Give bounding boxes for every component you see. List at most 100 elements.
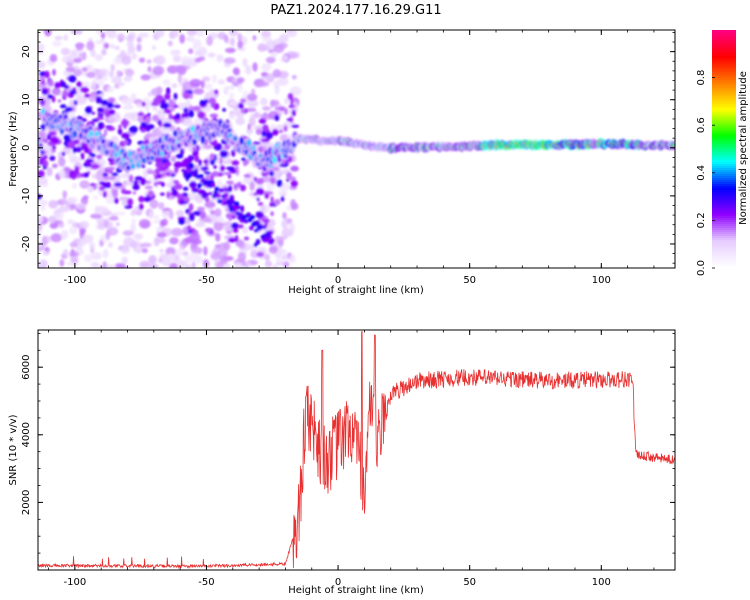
heatmap-cell — [67, 141, 76, 149]
heatmap-cell — [136, 36, 142, 43]
heatmap-cell — [193, 170, 199, 175]
colorbar-tick-label: 0.8 — [696, 70, 707, 86]
heatmap-cell — [130, 93, 137, 102]
heatmap-cell — [61, 151, 66, 157]
heatmap-cell — [54, 35, 63, 41]
heatmap-cell — [192, 38, 202, 48]
heatmap-cell — [226, 199, 232, 204]
heatmap-cell — [176, 143, 182, 149]
heatmap-cell — [170, 50, 179, 57]
heatmap-cell — [175, 209, 185, 217]
heatmap-cell — [40, 150, 45, 155]
heatmap-cell — [72, 130, 78, 138]
heatmap-cell — [98, 181, 106, 186]
heatmap-cell — [276, 249, 288, 254]
heatmap-cell — [198, 174, 204, 179]
heatmap-cell — [217, 79, 226, 85]
heatmap-cell — [83, 172, 89, 178]
colorbar-step — [712, 210, 736, 213]
heatmap-cell — [101, 49, 107, 56]
heatmap-cell — [87, 185, 94, 193]
colorbar-step — [712, 194, 736, 197]
heatmap-cell — [88, 95, 96, 103]
heatmap-cell — [183, 91, 191, 100]
heatmap-cell — [259, 204, 270, 214]
heatmap-cell — [59, 259, 65, 267]
heatmap-cell — [291, 109, 296, 117]
heatmap-cell — [105, 231, 111, 240]
heatmap-cell — [270, 51, 278, 59]
heatmap-cell — [129, 125, 138, 134]
heatmap-cell — [225, 213, 232, 219]
heatmap-cell — [275, 124, 286, 130]
heatmap-cell — [173, 183, 183, 190]
heatmap-cell — [253, 242, 258, 248]
heatmap-cell — [140, 74, 151, 81]
heatmap-cell — [121, 132, 130, 139]
colorbar-step — [712, 72, 736, 75]
heatmap-cell — [113, 57, 123, 65]
colorbar-tick-labels: 0.0 0.2 0.4 0.6 0.8 — [696, 70, 715, 276]
heatmap-cell — [213, 165, 218, 169]
heatmap-cell — [68, 74, 77, 83]
heatmap-cell — [213, 190, 219, 195]
y-tick-label: -20 — [21, 236, 32, 252]
colorbar-step — [712, 108, 736, 111]
heatmap-cell — [199, 99, 207, 105]
heatmap-cell — [86, 161, 91, 165]
heatmap-cell — [96, 30, 101, 36]
heatmap-cell — [242, 57, 248, 67]
heatmap-cell — [217, 179, 222, 188]
heatmap-cell — [38, 170, 45, 178]
heatmap-cell — [198, 56, 206, 62]
heatmap-cell — [209, 113, 219, 118]
heatmap-cell — [143, 196, 152, 203]
heatmap-cell — [88, 242, 96, 248]
colorbar-step — [712, 240, 736, 243]
heatmap-cell — [111, 172, 119, 177]
heatmap-cell — [219, 165, 225, 172]
heatmap-cell — [237, 224, 244, 229]
heatmap-cell — [176, 64, 187, 74]
y-tick-label: 0 — [21, 145, 32, 151]
colorbar-step — [712, 64, 736, 67]
heatmap-cell — [126, 34, 135, 43]
heatmap-cell — [126, 41, 134, 48]
colorbar-step — [712, 36, 736, 39]
snr-y-tick-labels: 2000 4000 6000 — [21, 354, 32, 515]
heatmap-cell — [47, 94, 54, 99]
heatmap-cell — [94, 54, 104, 61]
heatmap-cell — [38, 179, 45, 188]
heatmap-cell — [223, 86, 229, 95]
colorbar-step — [712, 168, 736, 171]
heatmap-cell — [238, 212, 244, 217]
colorbar-step — [712, 116, 736, 119]
heatmap-cell — [91, 80, 96, 89]
heatmap-cell — [283, 55, 288, 61]
heatmap-cell — [72, 182, 77, 189]
heatmap-cell — [155, 168, 161, 174]
heatmap-cell — [208, 97, 217, 105]
x-tick-label: 100 — [592, 275, 611, 286]
heatmap-cell — [259, 97, 268, 106]
heatmap-cell — [282, 191, 287, 197]
colorbar-step — [712, 224, 736, 227]
heatmap-cell — [223, 57, 236, 64]
heatmap-cell — [155, 161, 165, 169]
colorbar-step — [712, 140, 736, 143]
heatmap-cell — [43, 138, 48, 144]
colorbar-step — [712, 196, 736, 199]
colorbar-step — [712, 120, 736, 123]
colorbar-step — [712, 238, 736, 241]
heatmap-cell — [46, 235, 52, 243]
heatmap-cell — [167, 40, 173, 47]
heatmap-cell — [107, 97, 116, 103]
heatmap-cell — [62, 196, 67, 205]
heatmap-cell — [147, 92, 153, 97]
heatmap-cell — [237, 181, 242, 188]
colorbar-tick-label: 0.6 — [696, 117, 707, 133]
colorbar: 0.0 0.2 0.4 0.6 0.8 Normalized spectral ampl… — [696, 30, 749, 276]
heatmap-cell — [279, 107, 285, 111]
heatmap-cell — [231, 149, 236, 157]
heatmap-cell — [150, 87, 162, 97]
